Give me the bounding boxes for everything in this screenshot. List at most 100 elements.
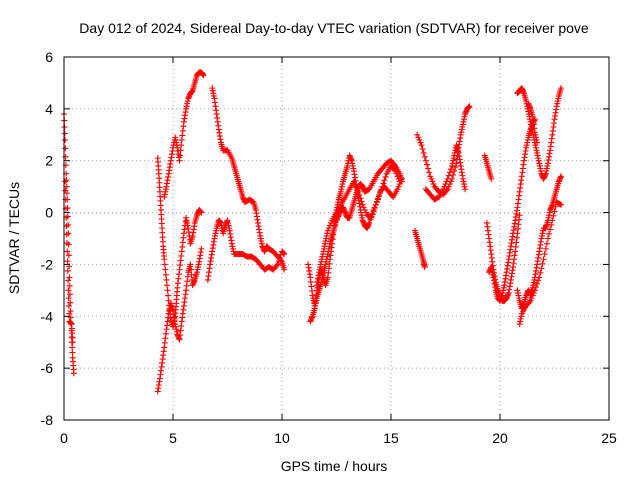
plus-marker <box>357 195 364 202</box>
plus-marker <box>542 245 549 252</box>
data-series <box>422 142 469 203</box>
plus-marker <box>64 258 71 265</box>
plus-marker <box>488 175 495 182</box>
plus-marker <box>274 261 281 268</box>
data-series <box>481 152 495 182</box>
plus-marker <box>516 212 523 219</box>
x-tick-label: 5 <box>169 430 177 446</box>
y-tick-label: 6 <box>45 49 53 65</box>
y-tick-label: 2 <box>45 153 53 169</box>
y-axis-label: SDTVAR / TECUs <box>6 182 22 294</box>
plus-marker <box>451 168 458 175</box>
plus-marker <box>398 175 405 182</box>
plus-marker <box>394 186 401 193</box>
plus-marker <box>395 183 402 190</box>
plus-marker <box>362 209 369 216</box>
plus-marker <box>391 161 398 168</box>
plus-marker <box>66 282 73 289</box>
plus-marker <box>325 225 332 232</box>
x-tick-label: 20 <box>492 430 508 446</box>
plus-marker <box>556 201 563 208</box>
plus-marker <box>281 251 288 258</box>
plus-marker <box>417 139 424 146</box>
plus-marker <box>422 157 429 164</box>
plus-marker <box>164 282 171 289</box>
plus-marker <box>397 178 404 185</box>
plus-marker <box>425 165 432 172</box>
plus-marker <box>62 178 69 185</box>
plus-marker <box>421 264 428 271</box>
plus-marker <box>540 256 547 263</box>
plus-marker <box>178 142 185 149</box>
plus-marker <box>528 295 535 302</box>
plus-marker <box>444 175 451 182</box>
plus-marker <box>350 178 357 185</box>
plus-marker <box>527 297 534 304</box>
plus-marker <box>360 204 367 211</box>
plus-marker <box>415 134 422 141</box>
plus-marker <box>66 274 73 281</box>
y-tick-label: -6 <box>41 360 54 376</box>
plus-marker <box>445 172 452 179</box>
x-axis-label: GPS time / hours <box>281 458 388 474</box>
x-tick-label: 15 <box>383 430 399 446</box>
plus-marker <box>547 226 554 233</box>
plus-marker <box>370 208 377 215</box>
y-tick-label: 0 <box>45 205 53 221</box>
plus-marker <box>416 136 423 143</box>
plus-marker <box>65 277 72 284</box>
data-series <box>414 103 473 198</box>
plus-marker <box>368 214 375 221</box>
plus-marker <box>69 339 76 346</box>
plus-marker <box>426 169 433 176</box>
plus-marker <box>61 130 68 137</box>
plus-marker <box>450 171 457 178</box>
plus-marker <box>281 266 288 273</box>
plus-marker <box>443 187 450 194</box>
plus-marker <box>544 235 551 242</box>
plus-marker <box>372 201 379 208</box>
plus-marker <box>63 183 70 190</box>
plus-marker <box>430 181 437 188</box>
plus-marker <box>428 175 435 182</box>
plus-marker <box>534 139 541 146</box>
plus-marker <box>441 183 448 190</box>
plus-marker <box>382 173 389 180</box>
plus-marker <box>62 145 69 152</box>
plus-marker <box>187 266 194 273</box>
plus-marker <box>369 211 376 218</box>
plus-marker <box>423 161 430 168</box>
plus-marker <box>61 124 68 131</box>
plus-marker <box>64 248 71 255</box>
plus-marker <box>421 153 428 160</box>
x-tick-label: 0 <box>60 430 68 446</box>
plus-marker <box>381 177 388 184</box>
plus-marker <box>62 136 69 143</box>
plus-marker <box>198 245 205 252</box>
plus-marker <box>161 261 168 268</box>
plus-marker <box>466 103 473 110</box>
y-tick-label: -4 <box>41 308 54 324</box>
plus-marker <box>414 131 421 138</box>
plus-marker <box>549 217 556 224</box>
plus-marker <box>374 195 381 202</box>
plus-marker <box>69 344 76 351</box>
plus-marker <box>552 203 559 210</box>
plus-marker <box>177 147 184 154</box>
data-series <box>514 85 565 182</box>
plus-marker <box>67 314 74 321</box>
plus-marker <box>537 269 544 276</box>
plus-marker <box>443 178 450 185</box>
plus-marker <box>66 310 73 317</box>
plus-marker <box>324 227 331 234</box>
plus-marker <box>162 271 169 278</box>
plus-marker <box>558 201 565 208</box>
plus-marker <box>419 146 426 153</box>
plus-marker <box>531 287 538 294</box>
plot-frame <box>63 56 610 421</box>
data-series <box>209 85 288 273</box>
data-series <box>483 212 523 304</box>
plus-marker <box>326 222 333 229</box>
plus-marker <box>447 166 454 173</box>
